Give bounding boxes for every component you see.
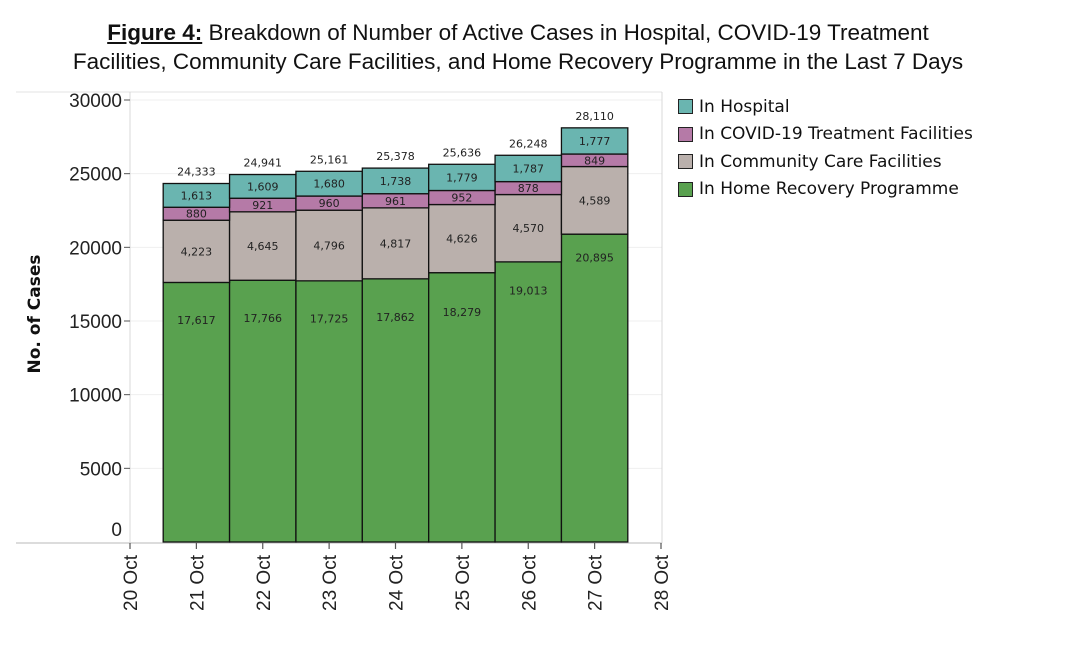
segment-value-label: 4,589 — [579, 194, 611, 207]
segment-value-label: 1,609 — [247, 180, 279, 193]
bar-segment-in-community-care-facilities — [361, 207, 430, 280]
x-tick-label: 28 Oct — [652, 554, 673, 611]
bar-segment-in-home-recovery-programme — [428, 272, 496, 543]
y-tick-label: 25000 — [69, 165, 122, 186]
segment-value-label: 4,645 — [247, 240, 279, 253]
segment-value-label: 4,626 — [446, 233, 478, 246]
segment-value-label: 4,223 — [181, 245, 213, 258]
x-tick-label: 22 Oct — [254, 554, 275, 611]
segment-value-label: 4,570 — [513, 222, 545, 235]
total-value-label: 25,378 — [376, 150, 415, 163]
segment-value-label: 1,777 — [579, 135, 611, 148]
plot-frame — [16, 91, 663, 544]
bar-segment-in-home-recovery-programme — [228, 279, 297, 543]
legend-label: In COVID-19 Treatment Facilities — [699, 124, 973, 145]
x-tick-label: 21 Oct — [187, 554, 208, 611]
legend: In Hospital In COVID-19 Treatment Facili… — [678, 93, 973, 203]
legend-item-hospital: In Hospital — [678, 93, 973, 121]
title-line-1: Breakdown of Number of Active Cases in H… — [202, 20, 929, 45]
bar-segment-in-community-care-facilities — [228, 211, 297, 281]
x-tick-label: 23 Oct — [320, 554, 341, 611]
y-axis: 0 5000 10000 15000 20000 25000 30000 — [69, 91, 130, 541]
segment-value-label: 952 — [451, 192, 472, 205]
y-tick-label: 20000 — [69, 238, 122, 259]
y-tick-label: 30000 — [69, 91, 122, 112]
y-tick-label: 0 — [111, 520, 122, 541]
legend-swatch-hospital — [678, 99, 693, 115]
x-tick-label: 20 Oct — [121, 554, 142, 611]
segment-value-label: 20,895 — [575, 251, 614, 264]
x-axis: 20 Oct 21 Oct 22 Oct 23 Oct 24 Oct 25 Oct 26 O… — [121, 543, 673, 611]
total-value-label: 26,248 — [509, 137, 548, 150]
segment-value-label: 921 — [252, 199, 273, 212]
bar-segment-in-home-recovery-programme — [560, 233, 629, 543]
segment-value-label: 878 — [518, 182, 539, 195]
segment-value-label: 18,279 — [443, 306, 482, 319]
segment-value-label: 961 — [385, 195, 406, 208]
segment-value-label: 1,738 — [380, 175, 412, 188]
title-line-2: Facilities, Community Care Facilities, a… — [72, 49, 964, 74]
segment-value-label: 849 — [584, 154, 605, 167]
x-tick-label: 24 Oct — [387, 554, 408, 611]
segment-value-label: 1,787 — [513, 162, 545, 175]
chart-title: Figure 4: Breakdown of Number of Active … — [0, 18, 1036, 76]
segment-value-label: 17,725 — [310, 313, 349, 326]
bar-segment-in-home-recovery-programme — [494, 261, 563, 543]
segment-value-label: 1,613 — [181, 189, 213, 202]
segment-value-label: 17,766 — [244, 312, 283, 325]
bar-segment-in-hospital — [361, 167, 430, 195]
segment-value-label: 880 — [186, 208, 207, 221]
segment-value-label: 4,796 — [313, 240, 345, 253]
y-tick-label: 15000 — [69, 312, 122, 333]
bar-segment-in-home-recovery-programme — [361, 278, 430, 543]
total-value-label: 25,161 — [310, 153, 349, 166]
y-axis-label: No. of Cases — [25, 255, 45, 374]
bars — [162, 127, 629, 543]
legend-item-treatment-facilities: In COVID-19 Treatment Facilities — [678, 121, 973, 149]
segment-value-label: 19,013 — [509, 285, 548, 298]
bar-segment-in-hospital — [560, 127, 629, 155]
figure-label: Figure 4: — [107, 20, 203, 45]
segment-value-label: 17,617 — [177, 314, 216, 327]
legend-swatch-treatment-facilities — [678, 126, 693, 142]
legend-swatch-home-recovery — [678, 181, 693, 197]
x-tick-label: 27 Oct — [586, 554, 607, 611]
segment-value-label: 17,862 — [376, 311, 415, 324]
data-labels: 17,617 17,766 17,725 17,862 18,279 19,013 20,8… — [177, 110, 614, 327]
segment-value-label: 1,779 — [446, 171, 478, 184]
segment-value-label: 1,680 — [313, 178, 345, 191]
legend-item-community-care: In Community Care Facilities — [678, 148, 973, 176]
total-value-label: 28,110 — [575, 110, 614, 123]
total-value-label: 24,333 — [177, 165, 216, 178]
y-tick-label: 5000 — [80, 459, 122, 480]
segment-value-label: 4,817 — [380, 237, 412, 250]
legend-swatch-community-care — [678, 154, 693, 170]
y-tick-label: 10000 — [69, 386, 122, 407]
bar-segment-in-hospital — [428, 163, 496, 192]
legend-label: In Hospital — [699, 96, 790, 117]
bar-segment-in-community-care-facilities — [494, 193, 563, 263]
x-tick-label: 25 Oct — [453, 554, 474, 611]
bar-segment-in-home-recovery-programme — [162, 281, 231, 543]
legend-item-home-recovery: In Home Recovery Programme — [678, 176, 973, 204]
total-value-label: 25,636 — [443, 146, 482, 159]
segment-value-label: 960 — [319, 197, 340, 210]
legend-label: In Community Care Facilities — [699, 151, 942, 172]
x-tick-label: 26 Oct — [519, 554, 540, 611]
bar-segment-in-hospital — [494, 154, 563, 183]
total-value-label: 24,941 — [244, 157, 283, 170]
bar-segment-in-home-recovery-programme — [295, 280, 363, 543]
legend-label: In Home Recovery Programme — [699, 179, 959, 200]
